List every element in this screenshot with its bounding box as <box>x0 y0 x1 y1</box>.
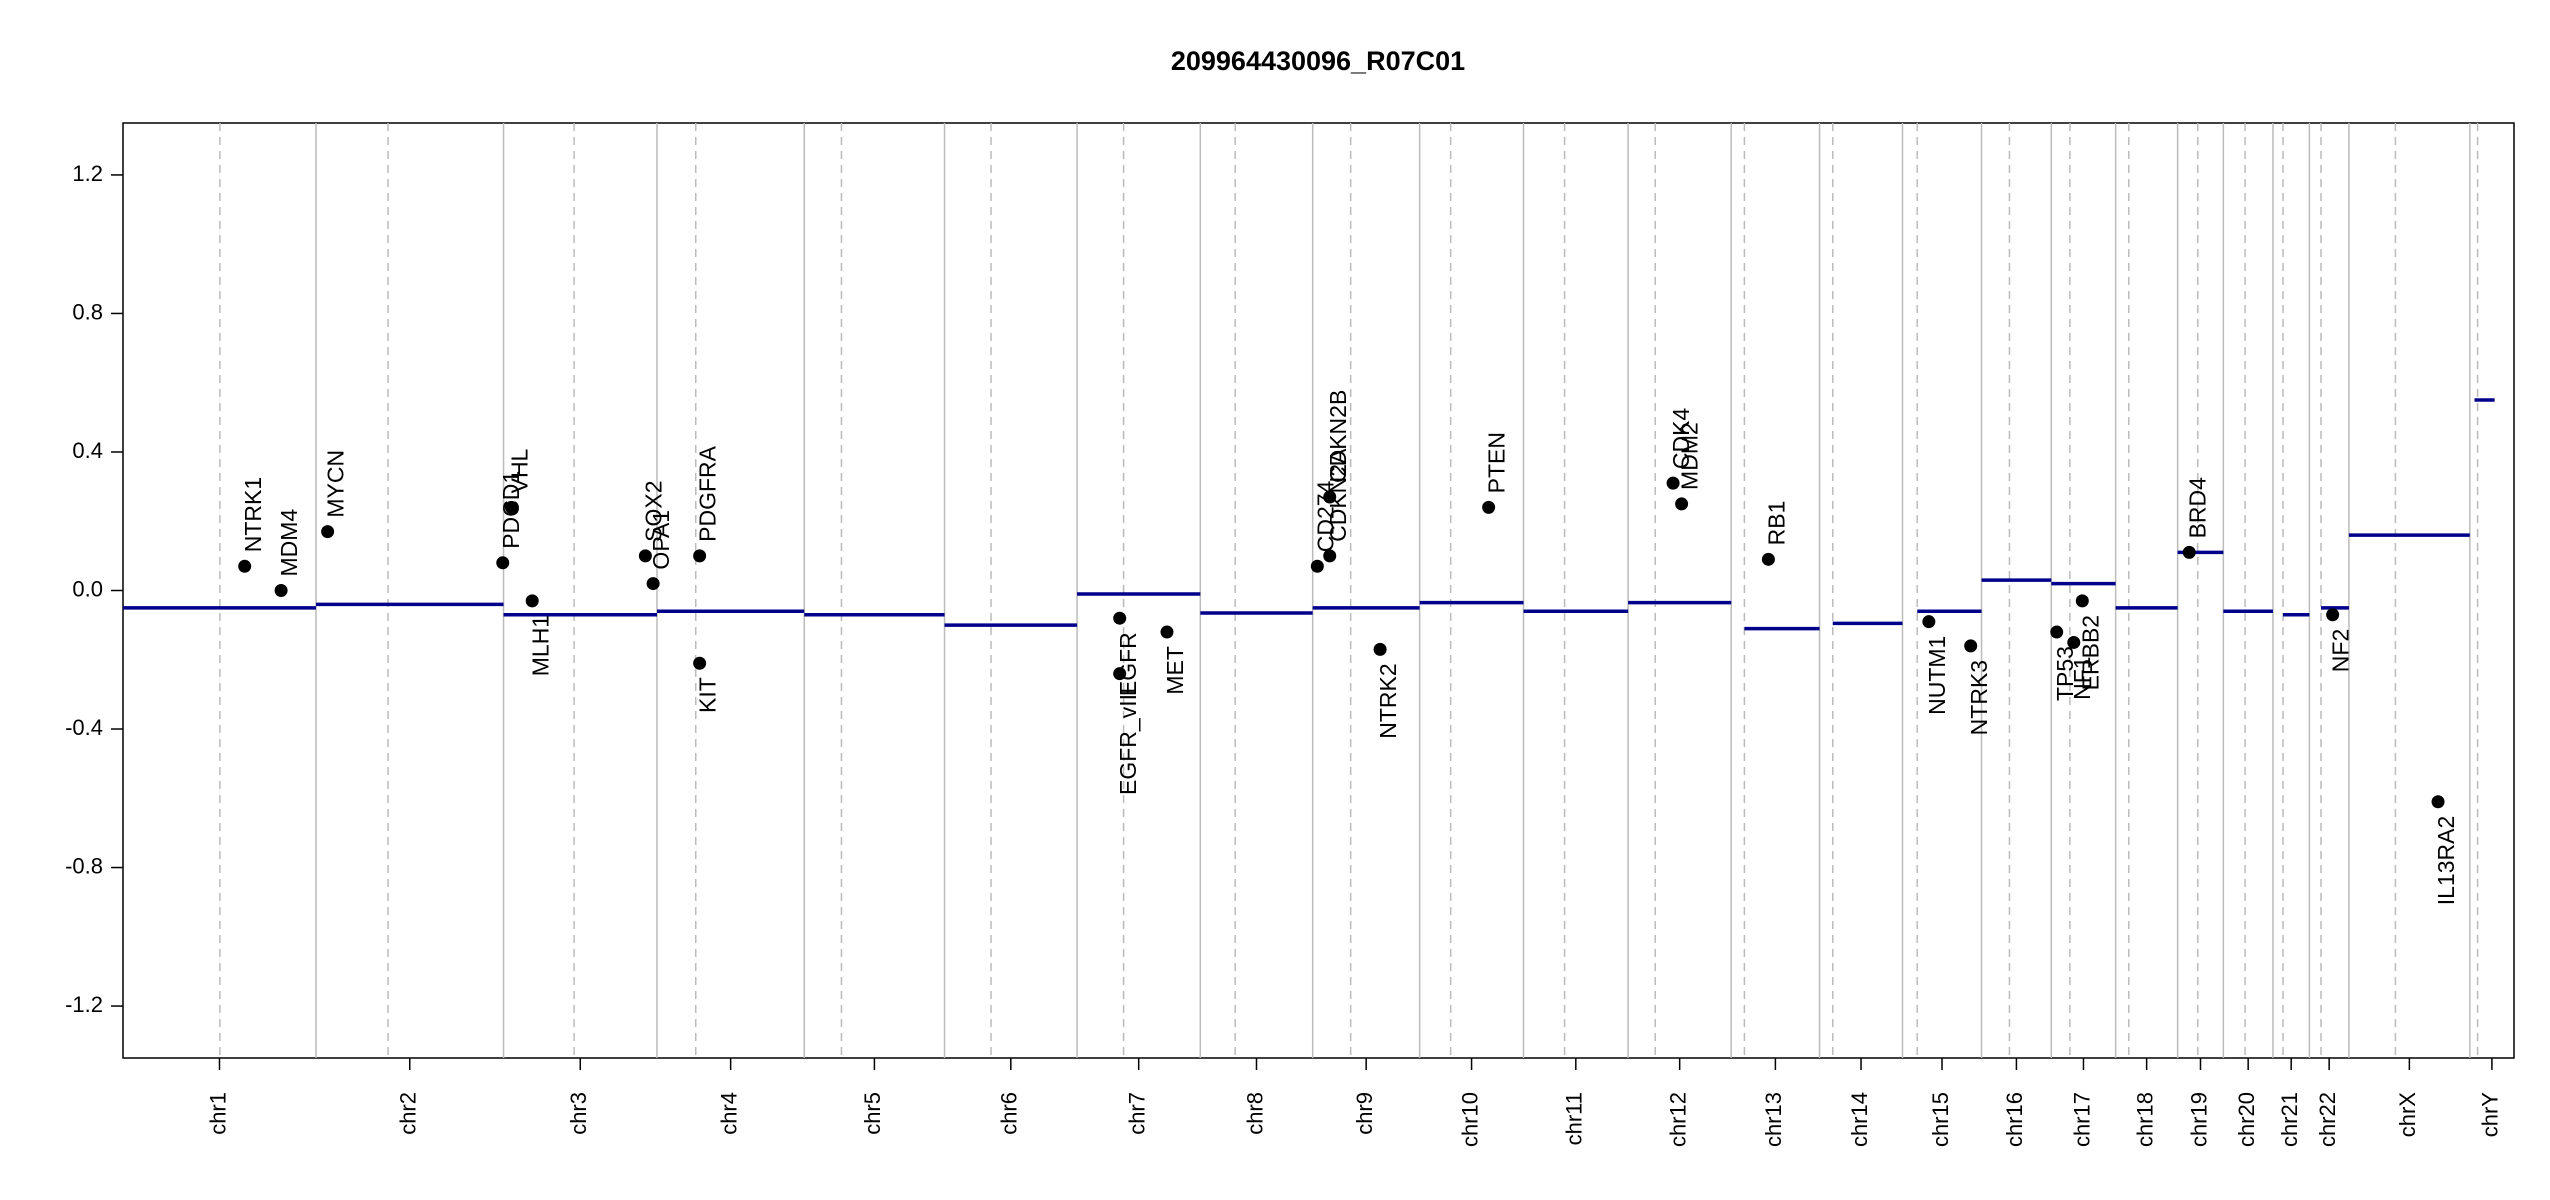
gene-label: CDK4 <box>1668 408 1694 470</box>
gene-point <box>693 656 707 670</box>
chromosome-label: chr19 <box>2186 1092 2211 1147</box>
chromosome-label: chr21 <box>2277 1092 2302 1147</box>
chromosome-label: chr12 <box>1665 1092 1690 1147</box>
gene-point <box>638 549 652 563</box>
gene-label: KIT <box>695 677 721 713</box>
y-tick-label: -0.4 <box>65 715 103 740</box>
y-tick-label: 1.2 <box>72 161 103 186</box>
gene-label: TP53 <box>2052 646 2078 701</box>
gene-point <box>1310 559 1324 573</box>
chromosome-label: chr9 <box>1352 1092 1377 1135</box>
gene-point <box>1964 639 1978 653</box>
gene-label: CDKN2B <box>1325 390 1351 483</box>
gene-point <box>496 556 510 570</box>
gene-label: RB1 <box>1763 501 1789 546</box>
gene-point <box>1666 476 1680 490</box>
chart-title: 209964430096_R07C01 <box>1171 46 1465 76</box>
y-tick-label: 0.0 <box>72 576 103 601</box>
gene-point <box>1675 497 1689 511</box>
gene-point <box>274 584 288 597</box>
gene-point <box>1761 552 1775 566</box>
gene-point <box>1482 500 1496 514</box>
chromosome-label: chr7 <box>1125 1092 1150 1135</box>
gene-label: NTRK3 <box>1966 660 1992 735</box>
chromosome-label: chr14 <box>1847 1092 1872 1147</box>
gene-label: PDGFRA <box>695 445 721 542</box>
gene-label: NF2 <box>2328 629 2354 672</box>
chromosome-label: chr16 <box>2002 1092 2027 1147</box>
gene-point <box>1160 625 1174 639</box>
gene-point <box>693 549 707 563</box>
gene-label: EGFR_vIII <box>1115 688 1141 795</box>
gene-label: IL13RA2 <box>2433 816 2459 906</box>
gene-label: NTRK1 <box>240 477 266 552</box>
gene-point <box>1373 642 1387 656</box>
gene-label: MDM2 <box>1677 422 1703 490</box>
gene-point <box>2431 795 2445 809</box>
chromosome-label: chr17 <box>2069 1092 2094 1147</box>
gene-point <box>2067 635 2081 649</box>
gene-point <box>1922 615 1936 629</box>
y-tick-label: -0.8 <box>65 853 103 878</box>
gene-label: VHL <box>506 448 532 493</box>
chromosome-label: chr11 <box>1562 1092 1587 1145</box>
gene-point <box>1323 490 1337 504</box>
chromosome-label: chr2 <box>396 1092 421 1135</box>
gene-label: EGFR <box>1115 632 1141 696</box>
gene-label: MET <box>1162 646 1188 695</box>
gene-label: MYCN <box>323 450 349 518</box>
y-tick-label: 0.4 <box>72 438 103 463</box>
chromosome-label: chrY <box>2478 1092 2503 1138</box>
chromosome-label: chr20 <box>2234 1092 2259 1147</box>
gene-point <box>238 559 252 573</box>
gene-label: NF1 <box>2069 656 2095 699</box>
gene-label: PTEN <box>1484 432 1510 493</box>
gene-point <box>1323 549 1337 563</box>
gene-point <box>1113 611 1127 625</box>
chromosome-label: chr15 <box>1928 1092 1953 1147</box>
gene-point <box>1113 667 1127 681</box>
gene-point <box>504 500 518 514</box>
gene-point <box>2075 594 2089 608</box>
gene-label: OPA1 <box>648 510 674 570</box>
y-tick-label: -1.2 <box>65 992 103 1017</box>
gene-label: NUTM1 <box>1924 636 1950 715</box>
gene-label: SOX2 <box>640 480 666 541</box>
chromosome-label: chrX <box>2395 1092 2420 1138</box>
chromosome-label: chr3 <box>566 1092 591 1135</box>
gene-point <box>2326 608 2340 622</box>
chromosome-label: chr5 <box>860 1092 885 1135</box>
gene-label: MLH1 <box>527 615 553 676</box>
chromosome-label: chr8 <box>1242 1092 1267 1135</box>
chromosome-label: chr22 <box>2315 1092 2340 1147</box>
gene-label: BRD4 <box>2184 477 2210 539</box>
y-tick-label: 0.8 <box>72 299 103 324</box>
chromosome-label: chr6 <box>997 1092 1022 1135</box>
gene-label: ERBB2 <box>2077 615 2103 690</box>
gene-point <box>2050 625 2064 639</box>
gene-point <box>525 594 539 608</box>
gene-point <box>646 577 660 591</box>
chromosome-label: chr18 <box>2132 1092 2157 1147</box>
gene-label: MDM4 <box>276 509 302 577</box>
plot-frame <box>122 122 2515 1059</box>
chromosome-label: chr4 <box>716 1092 741 1135</box>
chromosome-label: chr13 <box>1761 1092 1786 1147</box>
chromosome-label: chr1 <box>205 1092 230 1135</box>
gene-label: NTRK2 <box>1375 663 1401 738</box>
gene-point <box>2182 545 2196 559</box>
gene-point <box>321 525 335 539</box>
chromosome-label: chr10 <box>1457 1092 1482 1147</box>
